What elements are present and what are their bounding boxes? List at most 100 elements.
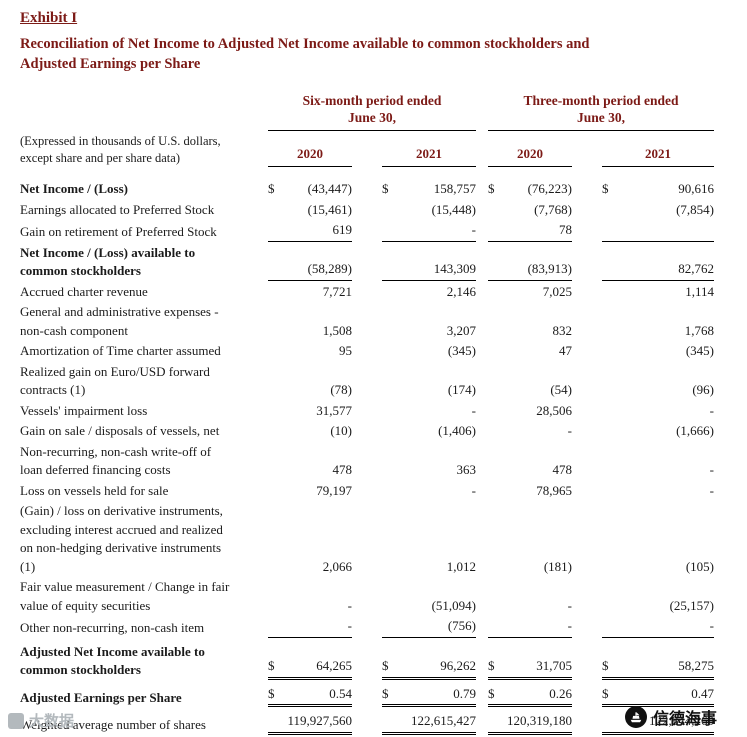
- table-row: Gain on sale / disposals of vessels, net…: [20, 420, 714, 441]
- cell-value: 90,616: [678, 181, 714, 196]
- dollar-sign: $: [602, 658, 609, 673]
- title-line-1: Reconciliation of Net Income to Adjusted…: [20, 36, 590, 52]
- ship-logo-icon: [624, 706, 647, 728]
- cell-value: 2,066: [322, 558, 352, 574]
- cell-value: 119,927,560: [287, 713, 352, 728]
- dollar-sign: $: [268, 658, 275, 673]
- dollar-sign: $: [382, 685, 389, 701]
- cell-value: 120,319,180: [507, 713, 572, 728]
- dollar-sign: $: [488, 181, 495, 196]
- year-header: 2020: [268, 145, 352, 167]
- period-header-row: Six-month period ended June 30, Three-mo…: [20, 90, 714, 131]
- cell-value: (83,913): [527, 261, 572, 276]
- cell-value: 0.26: [549, 685, 572, 701]
- row-label: Accrued charter revenue: [20, 283, 148, 299]
- cell-value: 79,197: [316, 482, 352, 498]
- cell-value: (25,157): [669, 597, 714, 613]
- row-label: Net Income / (Loss): [20, 181, 128, 196]
- table-row: Adjusted Net Income available to common s…: [20, 638, 714, 680]
- cell-value: 7,025: [542, 283, 572, 299]
- reconciliation-table: Six-month period ended June 30, Three-mo…: [20, 90, 714, 735]
- cell-value: 58,275: [678, 658, 714, 673]
- row-label: Loss on vessels held for sale: [20, 482, 169, 498]
- cell-value: (76,223): [527, 181, 572, 196]
- row-label: Non-recurring, non-cash write-off of loan…: [20, 443, 212, 478]
- row-label: Earnings allocated to Preferred Stock: [20, 201, 215, 217]
- row-label: Gain on sale / disposals of vessels, net: [20, 423, 220, 438]
- cell-value: 0.54: [329, 685, 352, 701]
- title-line-2: Adjusted Earnings per Share: [20, 56, 201, 72]
- cell-value: (15,448): [431, 201, 476, 217]
- row-label: Adjusted Earnings per Share: [20, 689, 182, 705]
- table-row: (Gain) / loss on derivative instruments,…: [20, 500, 714, 576]
- table-row: General and administrative expenses - non…: [20, 301, 714, 340]
- row-label: Realized gain on Euro/USD forward contrac…: [20, 363, 210, 398]
- brand-text: 信德海事: [652, 711, 717, 728]
- cell-value: (15,461): [307, 201, 352, 217]
- cell-value: (51,094): [431, 597, 476, 613]
- bottom-right-watermark: 信德海事: [624, 705, 717, 729]
- row-label: Vessels' impairment loss: [20, 402, 148, 418]
- cell-value: 47: [559, 343, 572, 358]
- cell-value: -: [567, 423, 572, 438]
- cell-value: (181): [543, 558, 572, 574]
- cell-value: 95: [339, 343, 352, 358]
- year-header: 2021: [602, 145, 714, 167]
- cell-value: 1,508: [322, 322, 352, 338]
- cell-value: -: [347, 597, 352, 613]
- cell-value: 143,309: [433, 261, 476, 276]
- cell-value: 122,615,427: [411, 713, 476, 728]
- watermark-text: 大数据: [29, 713, 75, 730]
- row-label: Weighted average number of shares: [20, 717, 206, 732]
- cell-value: (345): [685, 343, 714, 358]
- cell-value: 122,844,260: [649, 713, 714, 728]
- table-row: Accrued charter revenue 7,721 2,146 7,02…: [20, 281, 714, 302]
- row-label: General and administrative expenses - non…: [20, 304, 219, 338]
- cell-value: 31,577: [316, 402, 352, 418]
- dollar-sign: $: [602, 685, 609, 701]
- cell-value: (54): [550, 382, 572, 397]
- dollar-sign: $: [488, 685, 495, 701]
- cell-value: (174): [447, 382, 476, 397]
- cell-value: 2,146: [446, 283, 476, 299]
- table-row: Fair value measurement / Change in fair v…: [20, 576, 714, 615]
- cell-value: (96): [692, 382, 714, 397]
- table-body: Net Income / (Loss) $ (43,447) $158,757 $…: [20, 167, 714, 735]
- cell-value: 832: [552, 322, 573, 338]
- cell-value: -: [471, 402, 476, 418]
- cell-value: 31,705: [536, 658, 572, 673]
- period-header-three-month: Three-month period ended June 30,: [488, 92, 714, 131]
- document-title: Reconciliation of Net Income to Adjusted…: [20, 34, 731, 74]
- cell-value: -: [567, 618, 572, 633]
- table-row: Adjusted Earnings per Share $0.54 $0.79 …: [20, 680, 714, 707]
- row-label: Amortization of Time charter assumed: [20, 343, 221, 358]
- dollar-sign: $: [488, 658, 495, 673]
- row-label: Gain on retirement of Preferred Stock: [20, 224, 217, 239]
- dollar-sign: $: [382, 181, 389, 196]
- row-label: Net Income / (Loss) available to common s…: [20, 244, 196, 279]
- cell-value: 478: [332, 462, 353, 477]
- cell-value: 1,768: [684, 322, 714, 338]
- cell-value: (756): [447, 618, 476, 633]
- year-header: 2021: [382, 145, 476, 167]
- table-row: Vessels' impairment loss 31,577 - 28,506…: [20, 400, 714, 421]
- cell-value: 0.47: [691, 685, 714, 701]
- dollar-sign: $: [268, 685, 275, 701]
- cell-value: 78,965: [536, 482, 572, 498]
- cell-value: (345): [447, 343, 476, 358]
- table-row: Net Income / (Loss) available to common s…: [20, 242, 714, 281]
- watermark-logo-icon: [8, 712, 24, 729]
- cell-value: (43,447): [307, 181, 352, 196]
- cell-value: 7,721: [322, 283, 352, 299]
- cell-value: 82,762: [678, 261, 714, 276]
- row-label: Adjusted Net Income available to common s…: [20, 643, 205, 678]
- cell-value: (105): [685, 558, 714, 574]
- cell-value: 3,207: [446, 322, 476, 338]
- cell-value: 158,757: [433, 181, 476, 196]
- table-row: Other non-recurring, non-cash item - (75…: [20, 615, 714, 638]
- table-row: Gain on retirement of Preferred Stock 61…: [20, 219, 714, 242]
- cell-value: -: [347, 618, 352, 633]
- cell-value: -: [709, 462, 714, 477]
- cell-value: 96,262: [440, 658, 476, 673]
